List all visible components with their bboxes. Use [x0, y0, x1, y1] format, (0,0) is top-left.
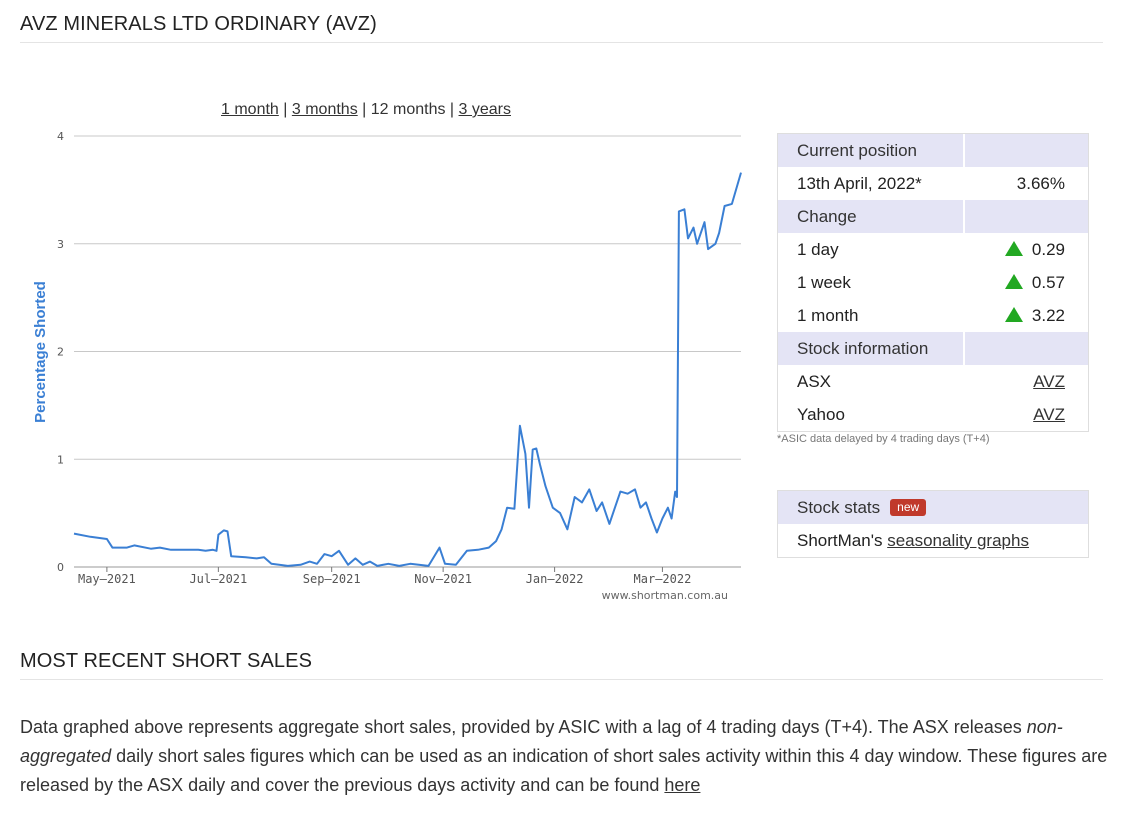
range-separator: | — [283, 101, 292, 118]
y-axis-ticks: 0 1 2 3 4 — [57, 130, 64, 574]
up-arrow-icon — [1004, 273, 1023, 289]
current-position-row: 13th April, 2022* 3.66% — [778, 167, 1088, 200]
chart-watermark: www.shortman.com.au — [602, 589, 728, 602]
x-tick-label: Jul–2021 — [189, 572, 247, 586]
change-label: 1 month — [797, 305, 859, 325]
x-tick-label: Mar–2022 — [634, 572, 692, 586]
seasonality-graphs-link[interactable]: seasonality graphs — [887, 530, 1029, 550]
series-line — [73, 172, 742, 567]
stock-info-header-row: Stock information — [778, 332, 1088, 365]
x-tick-label: May–2021 — [78, 572, 136, 586]
range-link-3-months[interactable]: 3 months — [291, 101, 358, 118]
x-axis-ticks: May–2021 Jul–2021 Sep–2021 Nov–2021 Jan–2022… — [78, 567, 691, 586]
position-value: 3.66% — [1016, 173, 1065, 193]
range-separator: | — [362, 101, 371, 118]
change-label: 1 day — [797, 239, 839, 259]
stock-info-row-yahoo: Yahoo AVZ — [778, 398, 1088, 431]
x-tick-label: Jan–2022 — [526, 572, 584, 586]
stock-info-header: Stock information — [778, 332, 963, 365]
new-badge: new — [890, 498, 927, 516]
page-title: AVZ MINERALS LTD ORDINARY (AVZ) — [20, 13, 1103, 43]
range-selector: 1 month | 3 months | 12 months | 3 years — [221, 101, 511, 119]
emphasis-text: non-aggregated — [20, 717, 1063, 766]
stock-info-row-asx: ASX AVZ — [778, 365, 1088, 398]
stock-stats-header: Stock stats — [797, 497, 881, 517]
stock-stats-header-row: Stock stats new — [778, 491, 1088, 524]
here-link[interactable]: here — [664, 775, 701, 795]
y-tick-label: 3 — [57, 238, 64, 251]
x-tick-label: Sep–2021 — [303, 572, 361, 586]
change-header-row: Change — [778, 200, 1088, 233]
change-value: 0.57 — [1031, 272, 1065, 292]
change-row-1-day: 1 day 0.29 — [778, 233, 1088, 266]
change-value: 0.29 — [1031, 239, 1065, 259]
position-date: 13th April, 2022* — [797, 173, 922, 193]
change-header: Change — [778, 200, 963, 233]
stats-table: Stock stats new ShortMan's seasonality gr… — [777, 490, 1089, 558]
y-tick-label: 0 — [57, 561, 64, 574]
stock-info-label: ASX — [797, 371, 832, 391]
short-sales-description: Data graphed above represents aggregate … — [20, 717, 1108, 795]
y-tick-label: 1 — [57, 453, 64, 466]
y-tick-label: 4 — [57, 130, 64, 143]
current-position-header-row: Current position — [778, 134, 1088, 167]
x-tick-label: Nov–2021 — [414, 572, 472, 586]
seasonality-row: ShortMan's seasonality graphs — [778, 524, 1088, 557]
range-link-3-years[interactable]: 3 years — [458, 101, 511, 118]
y-axis-label: Percentage Shorted — [32, 281, 49, 423]
seasonality-prefix: ShortMan's — [797, 530, 883, 550]
change-row-1-week: 1 week 0.57 — [778, 266, 1088, 299]
range-separator: | — [449, 101, 459, 118]
change-label: 1 week — [797, 272, 851, 292]
position-table: Current position 13th April, 2022* 3.66%… — [777, 133, 1089, 432]
up-arrow-icon — [1004, 240, 1023, 256]
up-arrow-icon — [1004, 306, 1023, 322]
short-position-chart: 0 1 2 3 4 May–2021 Jul–2021 Sep–2021 Nov–2021 Ja… — [32, 130, 742, 602]
recent-short-sales-title: MOST RECENT SHORT SALES — [20, 650, 1103, 680]
yahoo-link[interactable]: AVZ — [1033, 404, 1065, 424]
range-current-12-months: 12 months — [370, 101, 446, 118]
current-position-header: Current position — [778, 134, 963, 167]
stock-info-label: Yahoo — [797, 404, 845, 424]
change-value: 3.22 — [1031, 305, 1065, 325]
y-tick-label: 2 — [57, 346, 64, 359]
asx-link[interactable]: AVZ — [1033, 371, 1065, 391]
range-link-1-month[interactable]: 1 month — [221, 101, 279, 118]
change-row-1-month: 1 month 3.22 — [778, 299, 1088, 332]
asic-delay-note: *ASIC data delayed by 4 trading days (T+… — [777, 433, 990, 445]
chart-grid — [74, 135, 741, 568]
